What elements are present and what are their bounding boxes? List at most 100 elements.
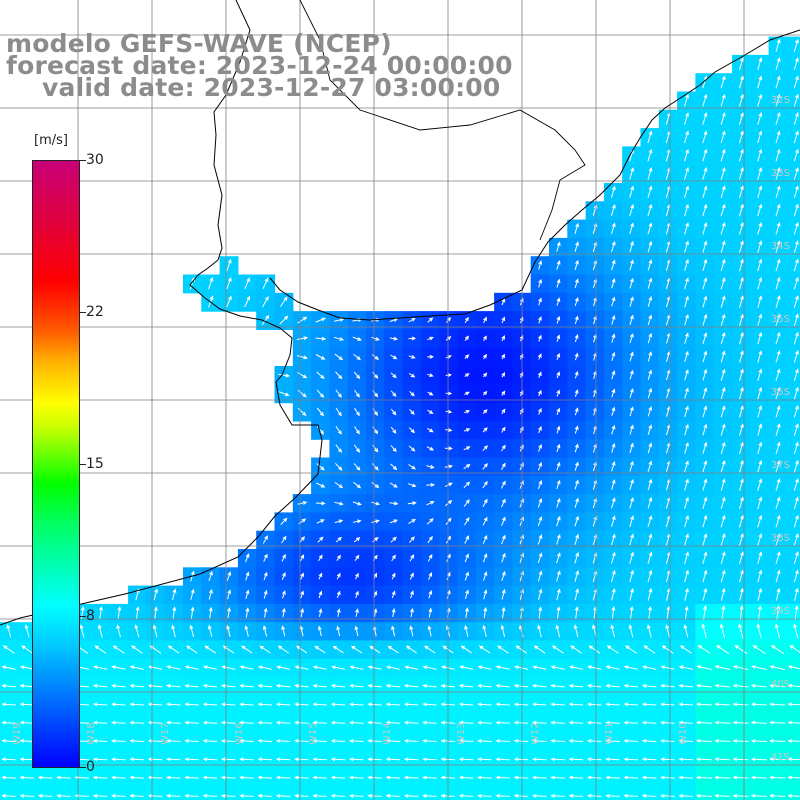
wind-arrow <box>647 296 653 307</box>
wind-arrow <box>551 645 564 654</box>
wind-arrow <box>403 720 419 725</box>
wind-arrow <box>611 587 616 601</box>
wind-arrow <box>532 793 547 798</box>
wind-arrow <box>501 462 506 471</box>
wind-arrow <box>702 350 708 363</box>
wind-arrow <box>334 519 344 524</box>
wind-arrow <box>354 554 360 561</box>
wind-arrow <box>495 793 510 798</box>
legend-tick-mark <box>80 312 86 313</box>
wind-arrow <box>257 683 273 688</box>
wind-arrow <box>629 587 634 601</box>
wind-arrow <box>793 148 799 162</box>
wind-arrow <box>732 702 749 707</box>
wind-arrow <box>495 738 510 743</box>
wind-arrow <box>147 793 163 798</box>
wind-arrow <box>647 222 653 235</box>
wind-arrow <box>184 683 199 688</box>
wind-arrow <box>208 277 214 290</box>
wind-arrow <box>751 665 767 670</box>
wind-arrow <box>355 590 359 598</box>
wind-arrow <box>275 720 291 725</box>
lat-label: 38S <box>770 533 790 544</box>
wind-arrow <box>316 463 325 471</box>
speed-cell <box>567 786 587 800</box>
wind-arrow <box>739 587 744 601</box>
lon-label: W10 <box>678 722 689 745</box>
wind-arrow <box>352 501 362 506</box>
legend-tick-30: 30 <box>86 152 104 168</box>
wind-arrow <box>787 702 800 707</box>
wind-arrow <box>353 519 362 524</box>
wind-arrow <box>793 203 799 217</box>
wind-arrow <box>684 240 689 253</box>
wind-arrow <box>464 607 469 618</box>
lat-label: 36S <box>770 387 790 398</box>
wind-arrow <box>538 260 543 270</box>
wind-arrow <box>538 606 543 619</box>
wind-arrow <box>532 775 547 780</box>
wind-arrow <box>371 519 380 524</box>
wind-arrow <box>660 738 675 743</box>
wind-arrow <box>385 793 401 798</box>
wind-arrow <box>538 425 542 434</box>
wind-arrow <box>738 496 744 510</box>
wind-arrow <box>501 408 506 415</box>
wind-arrow <box>354 389 360 398</box>
wind-arrow <box>112 645 125 654</box>
wind-arrow <box>497 645 509 654</box>
wind-arrow <box>738 185 744 199</box>
wind-arrow <box>37 775 53 780</box>
wind-arrow <box>776 605 781 620</box>
wind-arrow <box>775 313 781 327</box>
wind-arrow <box>129 702 144 707</box>
wind-arrow <box>391 607 396 618</box>
wind-arrow <box>336 590 341 598</box>
wind-arrow <box>352 336 362 341</box>
wind-arrow <box>391 554 396 562</box>
wind-arrow <box>684 496 689 509</box>
wind-arrow <box>334 501 344 506</box>
wind-arrow <box>335 407 342 417</box>
wind-arrow <box>793 93 799 107</box>
wind-arrow <box>574 333 579 343</box>
wind-arrow <box>660 702 675 707</box>
wind-arrow <box>684 222 689 235</box>
wind-arrow <box>695 702 713 707</box>
wind-arrow <box>702 221 708 235</box>
wind-arrow <box>696 665 712 670</box>
wind-arrow <box>464 391 470 396</box>
wind-arrow <box>226 624 231 637</box>
wind-arrow <box>703 605 707 620</box>
wind-arrow <box>793 441 799 455</box>
wind-arrow <box>757 569 763 583</box>
wind-arrow <box>738 75 744 89</box>
wind-arrow <box>683 624 689 638</box>
wind-arrow <box>556 297 561 306</box>
wind-arrow <box>629 296 634 307</box>
wind-arrow <box>463 446 471 451</box>
wind-arrow <box>732 793 749 798</box>
wind-arrow <box>495 720 510 725</box>
wind-arrow <box>478 645 491 654</box>
wind-arrow <box>458 738 474 743</box>
lon-label: W17 <box>160 722 171 745</box>
wind-arrow <box>787 720 800 725</box>
wind-arrow <box>294 775 309 780</box>
wind-arrow <box>750 738 767 743</box>
wind-arrow <box>166 738 181 743</box>
wind-arrow <box>573 624 579 638</box>
wind-arrow <box>428 607 433 618</box>
wind-arrow <box>239 665 254 670</box>
wind-arrow <box>775 185 781 199</box>
wind-arrow <box>184 720 199 725</box>
wind-arrow <box>263 571 268 581</box>
wind-arrow <box>720 514 726 528</box>
wind-arrow <box>775 240 781 253</box>
wind-arrow <box>647 387 653 399</box>
wind-arrow <box>19 720 35 725</box>
wind-arrow <box>463 481 471 488</box>
wind-arrow <box>275 702 291 707</box>
speed-cell <box>786 677 800 696</box>
wind-arrow <box>495 757 510 762</box>
